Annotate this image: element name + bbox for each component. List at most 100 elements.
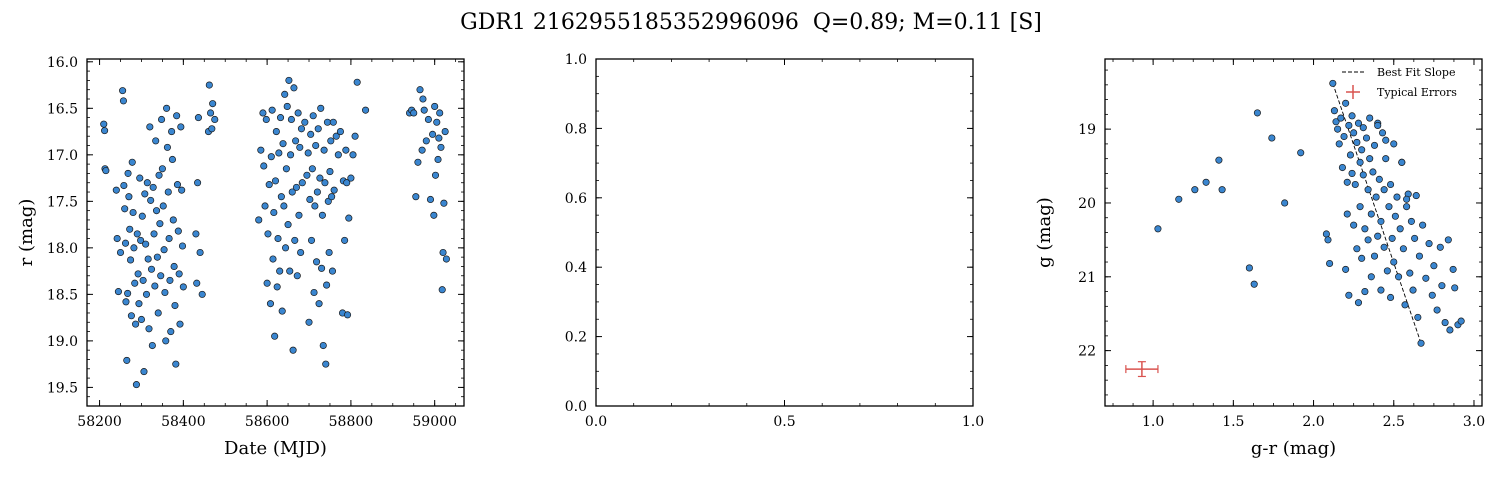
data-point [322,360,330,368]
data-point [196,248,204,257]
data-point [121,239,130,247]
data-point [156,220,164,228]
y-tick-label: 21 [1078,270,1096,286]
data-point [303,171,311,179]
data-point [1362,134,1371,142]
data-point [286,267,294,275]
data-point [343,179,351,187]
y-tick-label: 18.5 [47,287,78,303]
data-point [169,216,177,224]
panel-light-curve: 58200 58400 58600 58800 59000 16.0 16.5 17.0 17.… [16,55,465,459]
data-point [192,230,200,238]
data-point [347,174,355,182]
data-point [142,240,150,248]
data-point [434,155,442,164]
data-point [1425,240,1433,248]
data-point [1343,178,1351,186]
y-tick-label: 17.5 [47,194,78,210]
data-point [418,146,426,154]
data-point [158,115,166,124]
data-point [145,325,153,333]
data-point [270,208,278,217]
data-point [119,87,127,95]
x-tick-label: 0.0 [585,414,607,430]
x-tick-label: 1.5 [1222,414,1244,430]
data-point [1403,203,1411,211]
data-point [1401,301,1409,309]
y-axis-label: r (mag) [16,199,37,267]
axes-frame [86,58,465,407]
data-point [127,312,135,320]
data-point [211,115,219,124]
data-point [101,127,109,135]
data-point [264,230,272,238]
data-point [278,307,286,315]
data-point [342,146,350,154]
data-point [263,279,271,287]
data-point [1350,129,1358,137]
data-point [442,255,450,263]
data-point [152,137,160,145]
y-tick-label: 18.0 [47,241,78,257]
data-point [1369,168,1377,176]
data-point [1356,158,1364,166]
data-point [1390,258,1398,266]
data-point [193,279,201,287]
data-point [168,155,177,164]
data-point [178,242,187,250]
data-point [151,282,159,290]
data-point [265,181,273,189]
data-point [163,104,171,112]
data-point [1375,175,1383,183]
data-point [1345,121,1353,129]
data-point [325,248,333,257]
data-point [416,86,424,94]
data-point [1393,193,1401,201]
data-point [1364,186,1372,194]
data-point [123,356,131,364]
data-point [260,162,268,170]
data-point [328,193,336,201]
data-point [275,149,283,157]
data-point [147,265,156,273]
data-point [1359,171,1367,179]
y-tick-label: 16.5 [47,101,78,117]
data-point [141,190,149,198]
data-point [329,118,337,126]
data-point [290,84,298,92]
x-tick-label: 1.0 [962,414,984,430]
data-point [124,169,132,177]
data-point [1358,254,1366,262]
legend-label: Best Fit Slope [1377,66,1455,79]
x-tick-label: 3.0 [1463,414,1485,430]
data-point [307,130,315,138]
y-tick-label: 0.2 [565,330,587,346]
data-point [1354,119,1363,127]
data-point [433,118,441,126]
data-point [1268,134,1276,142]
data-point [148,341,156,350]
data-point [297,125,306,133]
data-point [162,337,170,345]
data-point [131,279,139,287]
data-point [437,143,445,151]
data-point [130,244,138,252]
x-axis-label: g-r (mag) [1251,438,1336,459]
data-point [150,230,158,238]
data-point [297,248,305,257]
data-point [269,255,277,263]
data-point [1342,99,1350,107]
data-point [137,315,146,324]
panel-empty-panel: 0.0 0.5 1.0 0.0 0.2 0.4 0.6 0.8 1.0 [565,52,984,430]
data-point [1430,262,1438,270]
data-point [1338,163,1346,172]
data-point [205,81,213,89]
data-point [140,368,148,376]
data-point [312,141,320,150]
data-point [431,171,440,179]
data-point [177,123,185,131]
data-point [173,181,182,189]
data-point [430,211,438,219]
data-point [166,276,174,284]
data-point [170,262,178,271]
